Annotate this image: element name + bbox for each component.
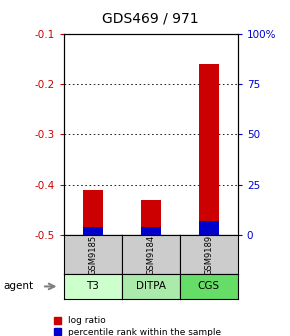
- Text: GDS469 / 971: GDS469 / 971: [102, 12, 199, 26]
- Text: CGS: CGS: [198, 282, 220, 291]
- Bar: [141, 200, 161, 235]
- Bar: [83, 227, 103, 235]
- Text: GSM9189: GSM9189: [204, 235, 213, 275]
- Bar: [83, 190, 103, 235]
- Legend: log ratio, percentile rank within the sample: log ratio, percentile rank within the sa…: [54, 316, 221, 336]
- Text: GSM9185: GSM9185: [88, 235, 97, 275]
- Bar: [199, 64, 219, 235]
- Text: GSM9184: GSM9184: [146, 235, 155, 275]
- Text: T3: T3: [86, 282, 99, 291]
- Text: DITPA: DITPA: [136, 282, 166, 291]
- Bar: [141, 227, 161, 235]
- Text: agent: agent: [3, 282, 33, 291]
- Bar: [199, 221, 219, 235]
